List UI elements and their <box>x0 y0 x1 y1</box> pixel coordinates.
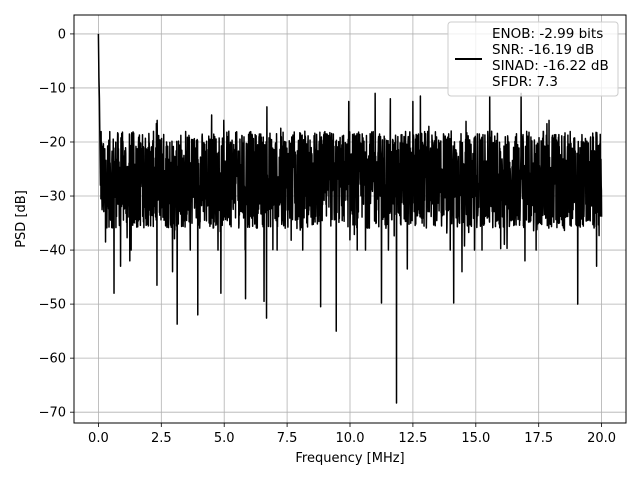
x-tick-label: 10.0 <box>336 431 365 446</box>
x-tick-label: 5.0 <box>214 431 235 446</box>
x-axis-label: Frequency [MHz] <box>295 451 404 466</box>
x-tick-label: 12.5 <box>398 431 427 446</box>
legend-sinad: SINAD: -16.22 dB <box>492 58 609 74</box>
x-tick-label: 2.5 <box>151 431 172 446</box>
x-axis-ticks: 0.0 2.5 5.0 7.5 10.0 12.5 15.0 17.5 20.0 <box>88 423 616 446</box>
y-tick-label: −30 <box>39 190 66 205</box>
x-tick-label: 20.0 <box>587 431 616 446</box>
y-axis-label: PSD [dB] <box>14 190 29 248</box>
legend-sfdr: SFDR: 7.3 <box>492 74 558 90</box>
x-tick-label: 17.5 <box>524 431 553 446</box>
y-tick-label: −40 <box>39 244 66 259</box>
y-tick-label: −10 <box>39 81 66 96</box>
x-tick-label: 7.5 <box>277 431 298 446</box>
x-tick-label: 15.0 <box>461 431 490 446</box>
legend: ENOB: -2.99 bits SNR: -16.19 dB SINAD: -… <box>447 21 619 97</box>
x-tick-label: 0.0 <box>88 431 109 446</box>
data-layer <box>97 33 603 404</box>
y-tick-label: −70 <box>39 406 66 421</box>
legend-snr: SNR: -16.19 dB <box>492 42 594 58</box>
psd-line-series <box>97 33 603 404</box>
legend-box <box>447 21 619 97</box>
y-tick-label: −20 <box>39 135 66 150</box>
y-tick-label: −60 <box>39 352 66 367</box>
y-axis-ticks: 0 −10 −20 −30 −40 −50 −60 −70 <box>39 27 74 421</box>
legend-enob: ENOB: -2.99 bits <box>492 26 603 42</box>
y-tick-label: −50 <box>39 298 66 313</box>
y-tick-label: 0 <box>58 27 66 42</box>
